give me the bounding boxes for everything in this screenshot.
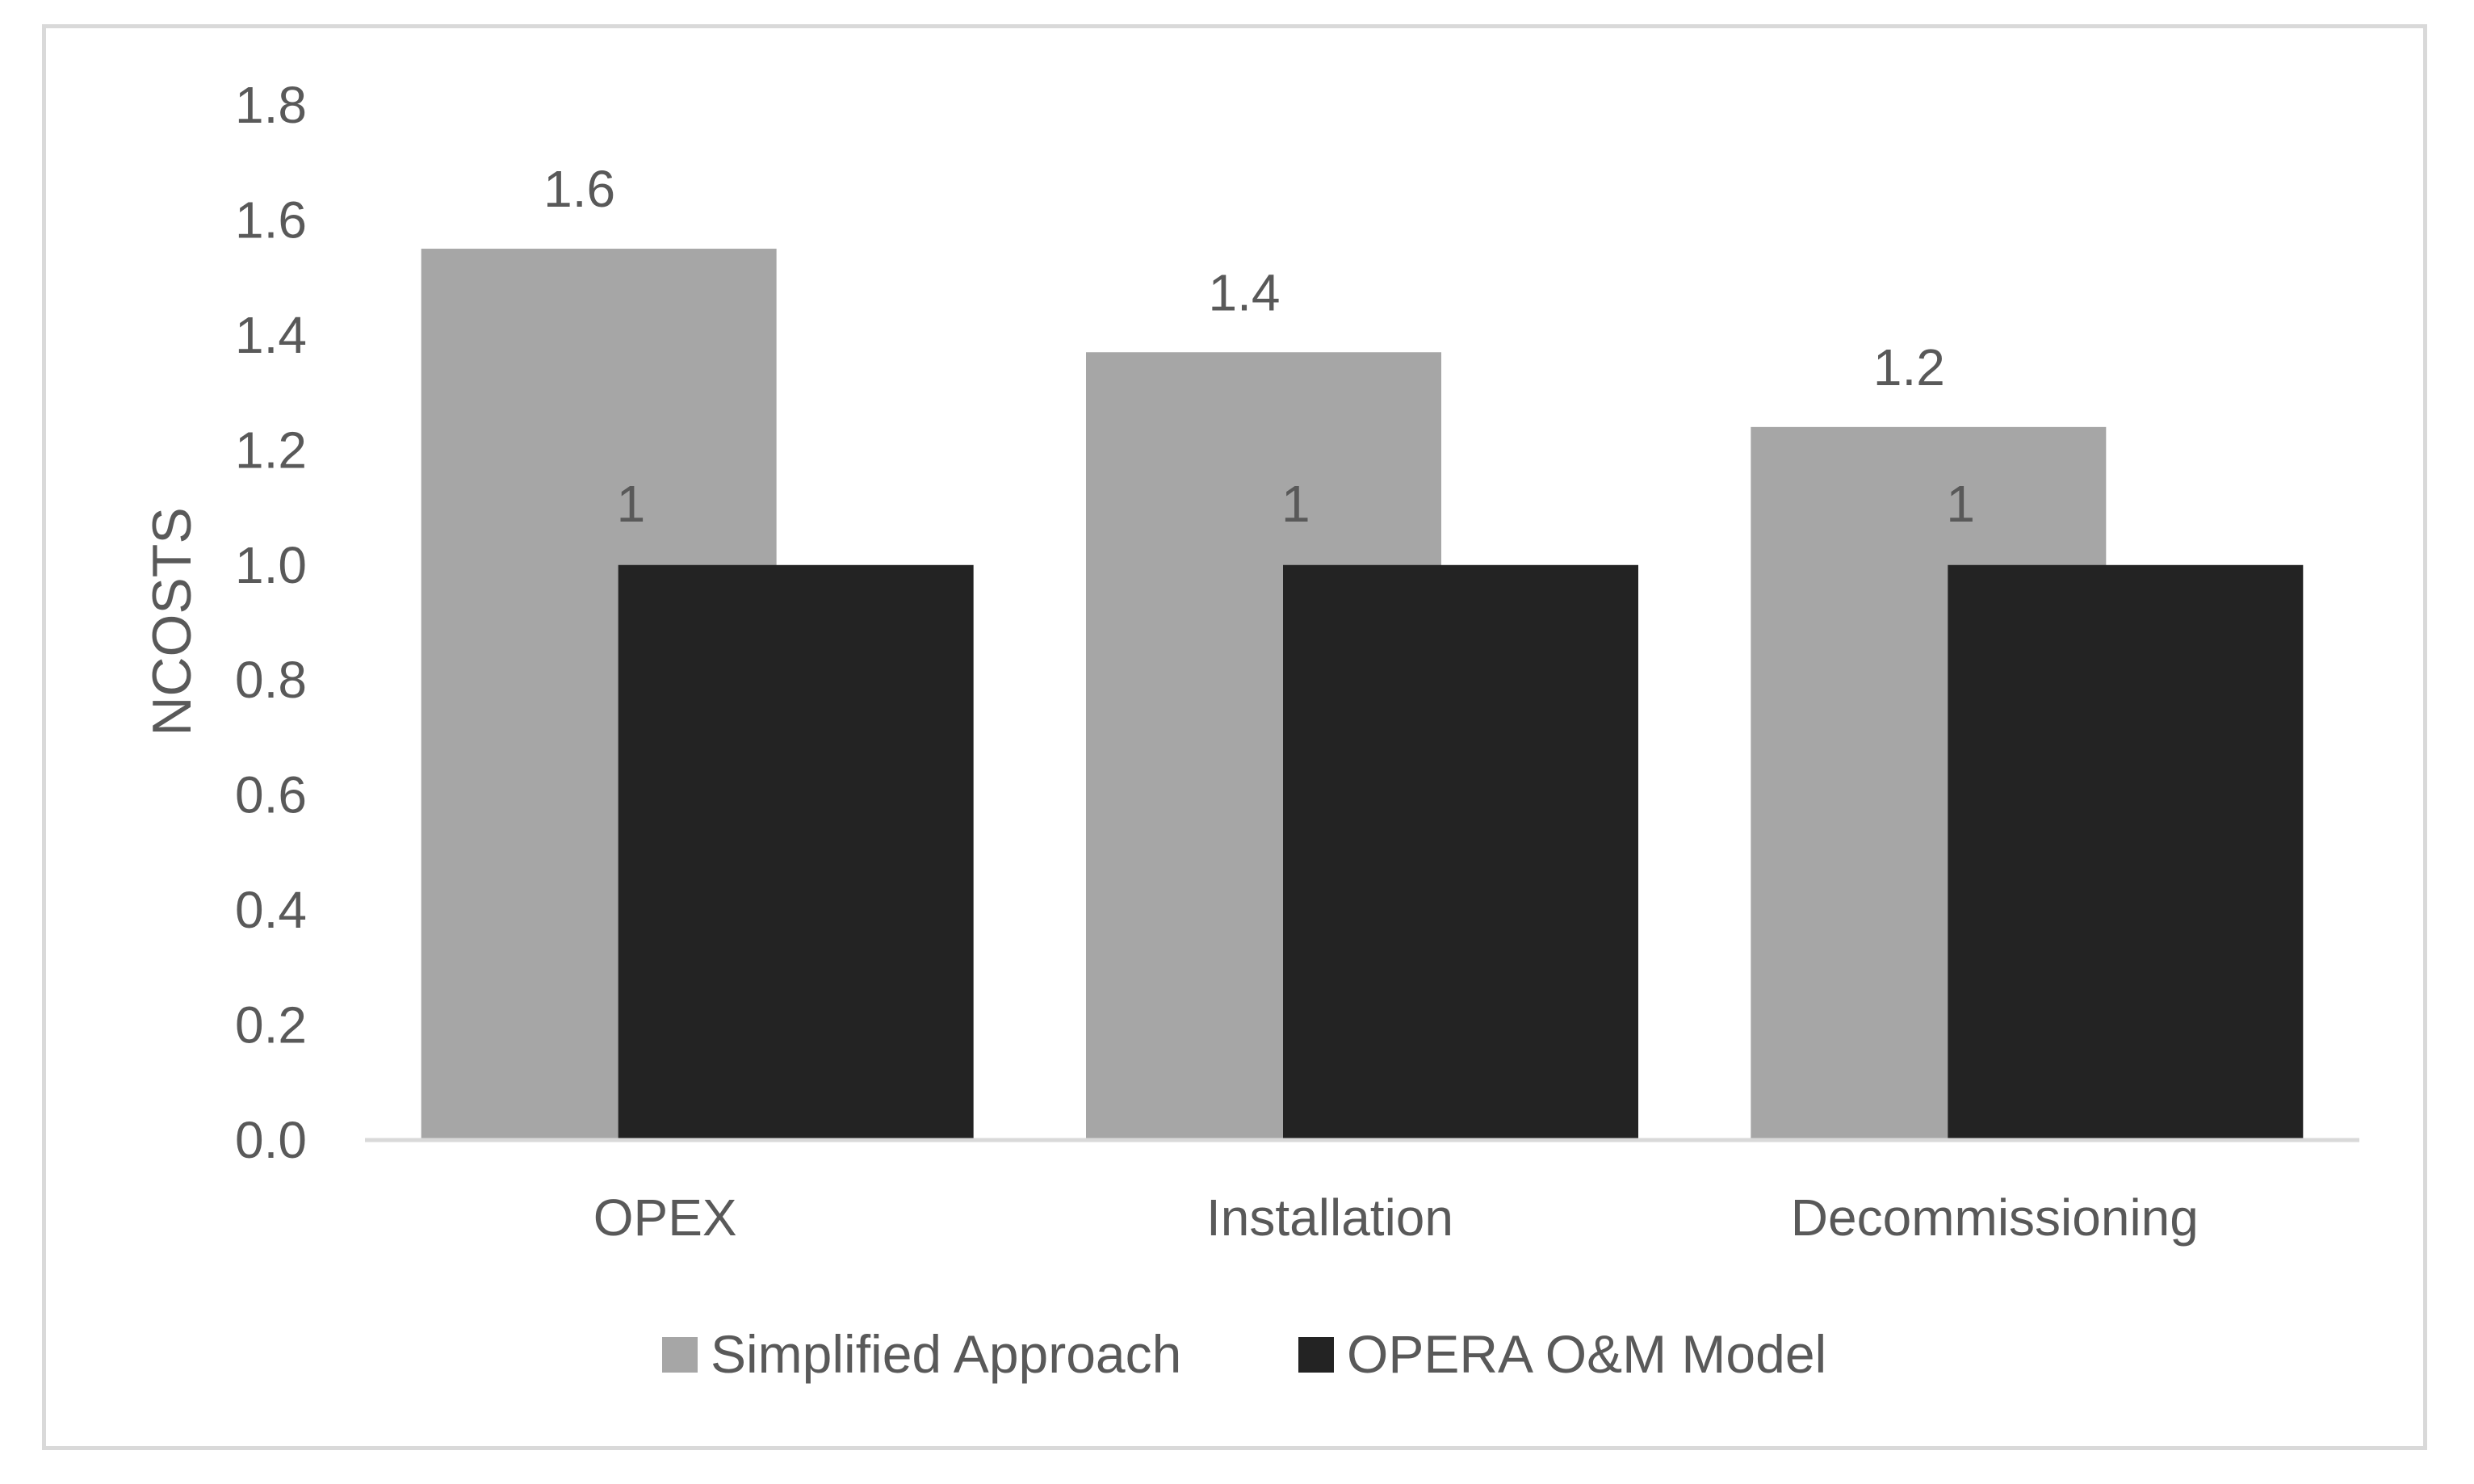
y-tick-label: 1.2 bbox=[235, 421, 307, 479]
y-tick-label: 1.0 bbox=[235, 536, 307, 594]
legend-swatch bbox=[1298, 1337, 1334, 1373]
y-tick-label: 1.6 bbox=[235, 191, 307, 249]
y-tick-label: 0.4 bbox=[235, 881, 307, 939]
x-axis-category-labels: OPEX Installation Decommissioning bbox=[593, 1188, 2199, 1247]
legend-label: Simplified Approach bbox=[711, 1324, 1181, 1384]
legend-label: OPERA O&M Model bbox=[1347, 1324, 1826, 1384]
y-tick-label: 0.6 bbox=[235, 766, 307, 824]
data-label: 1 bbox=[617, 475, 646, 533]
legend: Simplified Approach OPERA O&M Model bbox=[662, 1324, 1826, 1384]
data-label: 1.2 bbox=[1873, 338, 1945, 396]
legend-swatch bbox=[662, 1337, 698, 1373]
bar-opera-o-m-model-decommissioning bbox=[1948, 564, 2304, 1140]
data-labels-group: 1.6 1 1.4 1 1.2 1 bbox=[543, 160, 1975, 533]
data-label: 1.6 bbox=[543, 160, 615, 218]
bar-opera-o-m-model-installation bbox=[1283, 564, 1638, 1140]
x-category-label: OPEX bbox=[593, 1188, 737, 1247]
data-label: 1 bbox=[1281, 475, 1310, 533]
x-category-label: Decommissioning bbox=[1791, 1188, 2199, 1247]
y-tick-label: 1.4 bbox=[235, 306, 307, 364]
bars-group bbox=[421, 249, 2304, 1140]
y-tick-label: 0.0 bbox=[235, 1111, 307, 1169]
data-label: 1.4 bbox=[1209, 263, 1281, 321]
data-label: 1 bbox=[1946, 475, 1975, 533]
x-category-label: Installation bbox=[1206, 1188, 1453, 1247]
y-axis-title: NCOSTS bbox=[141, 507, 203, 736]
bar-opera-o-m-model-opex bbox=[618, 564, 974, 1140]
y-tick-label: 1.8 bbox=[235, 76, 307, 134]
y-tick-label: 0.2 bbox=[235, 996, 307, 1054]
y-axis-ticks: 0.0 0.2 0.4 0.6 0.8 1.0 1.2 1.4 1.6 1.8 bbox=[235, 76, 307, 1169]
y-tick-label: 0.8 bbox=[235, 651, 307, 709]
